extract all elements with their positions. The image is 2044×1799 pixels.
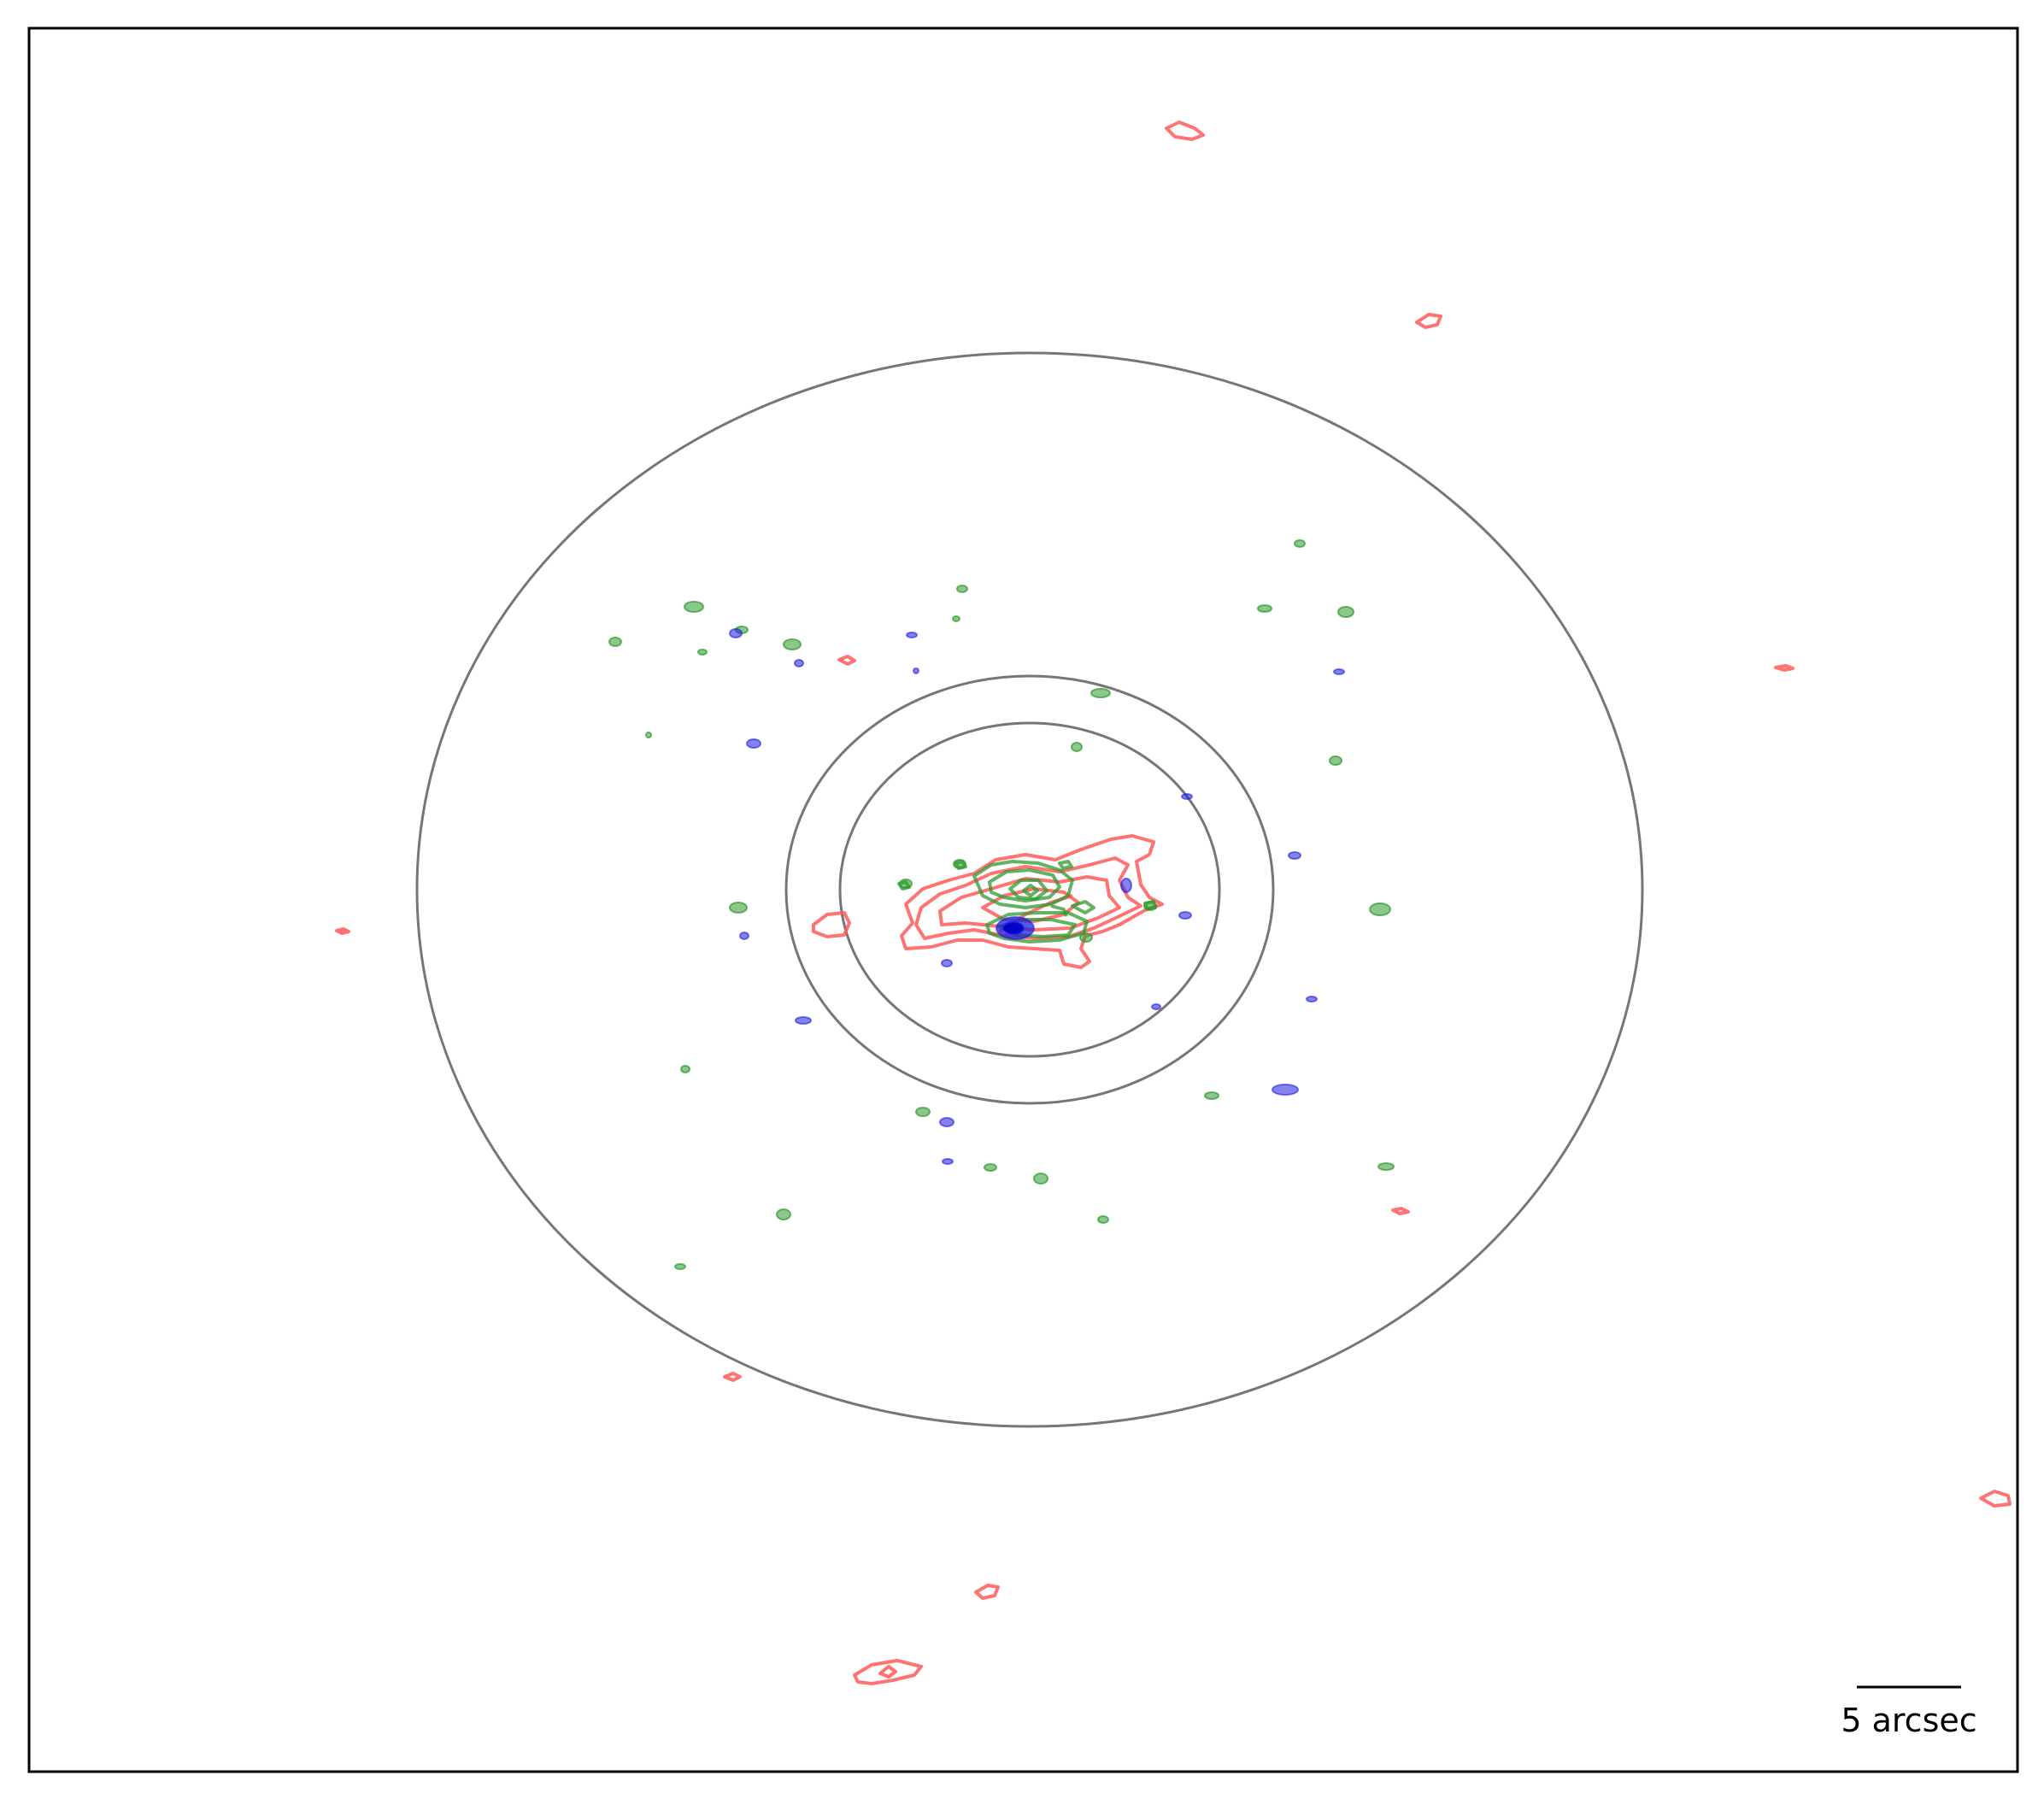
- aperture-ellipses: [415, 351, 1644, 1428]
- red-contour-bottom-inner: [878, 1665, 897, 1678]
- green-blob-24: [984, 1163, 997, 1172]
- green-blob-19: [1143, 901, 1157, 911]
- green-blob-13: [1337, 606, 1354, 618]
- blue-blob-15: [795, 1016, 812, 1025]
- red-contour-left-edge: [335, 927, 350, 935]
- blue-blob-3: [906, 632, 918, 638]
- blue-blob-13: [1151, 1003, 1161, 1010]
- green-blob-9: [1090, 688, 1111, 698]
- red-contour-main-inner: [938, 875, 1121, 932]
- blue-blobs: [729, 628, 1345, 1165]
- blue-core-inner: [1002, 921, 1025, 935]
- green-blob-25: [1033, 1173, 1048, 1185]
- blue-blob-2: [794, 659, 804, 667]
- green-blob-7: [952, 615, 960, 622]
- green-blob-3: [697, 649, 708, 656]
- scale-bar: 5 arcsec: [1841, 1685, 1977, 1739]
- red-contour-main-outer: [900, 834, 1164, 969]
- middle-aperture-ellipse: [784, 674, 1275, 1105]
- plot-frame: [27, 26, 2019, 1773]
- red-contour-bottom: [974, 1584, 1000, 1600]
- blue-blob-4: [913, 667, 919, 674]
- blue-blob-9: [1120, 878, 1132, 893]
- blue-blob-8: [1288, 851, 1301, 860]
- blue-blob-7: [1181, 793, 1193, 800]
- green-contour-upper-peak: [1022, 884, 1039, 897]
- red-contour-right-edge: [1774, 664, 1794, 672]
- blue-blob-18: [942, 1158, 954, 1165]
- outer-aperture-ellipse: [415, 351, 1644, 1428]
- red-contour-west-lobe: [812, 911, 851, 938]
- green-blob-5: [783, 638, 802, 650]
- green-blob-27: [776, 1208, 791, 1220]
- red-contours: [335, 121, 2012, 1685]
- green-blob-8: [645, 732, 652, 738]
- green-blob-11: [1257, 604, 1272, 613]
- green-blob-2: [608, 637, 622, 647]
- green-blob-21: [680, 1065, 690, 1073]
- green-contour-upper-inner: [1008, 879, 1048, 901]
- blue-blob-16: [1272, 1084, 1299, 1096]
- blue-blob-1: [729, 628, 743, 638]
- green-blob-29: [674, 1263, 686, 1270]
- blue-blob-5: [1333, 668, 1345, 675]
- green-contour-n: [1058, 860, 1073, 870]
- red-contour-bottom-right-edge: [1979, 1490, 2012, 1508]
- green-blob-12: [1294, 539, 1306, 548]
- red-contour-bottom-outer: [853, 1659, 923, 1685]
- green-contour-bridge: [1050, 904, 1068, 917]
- green-blob-18: [899, 879, 913, 889]
- green-contour-side: [1071, 900, 1095, 914]
- red-contour-top: [1165, 121, 1205, 141]
- blue-blob-6: [746, 738, 761, 749]
- green-blob-1: [684, 601, 704, 613]
- green-blob-17: [953, 859, 966, 869]
- blue-blob-11: [739, 932, 749, 940]
- green-blob-22: [1204, 1091, 1219, 1100]
- green-blob-23: [915, 1107, 931, 1117]
- green-contour-upper-outer: [972, 860, 1074, 909]
- green-blob-10: [1071, 742, 1083, 752]
- blue-blob-10: [1178, 911, 1192, 920]
- green-blob-26: [1377, 1162, 1395, 1171]
- red-contour-lower-left: [723, 1372, 742, 1382]
- blue-blob-14: [1306, 996, 1318, 1002]
- green-blob-20: [1079, 932, 1093, 943]
- red-contour-upper-right: [1415, 313, 1442, 329]
- green-blobs: [608, 539, 1395, 1270]
- scale-bar-label: 5 arcsec: [1841, 1702, 1976, 1739]
- inner-aperture-ellipse: [838, 721, 1221, 1058]
- red-contour-lower-right: [1391, 1207, 1410, 1215]
- green-blob-6: [956, 585, 968, 593]
- blue-blob-17: [939, 1117, 954, 1127]
- green-blob-16: [729, 902, 748, 914]
- green-blob-28: [1097, 1215, 1109, 1224]
- blue-blob-12: [941, 959, 953, 967]
- red-contour-near-left: [837, 655, 856, 666]
- green-contour-upper-mid: [988, 868, 1061, 902]
- green-blob-15: [1369, 902, 1391, 916]
- green-blob-14: [1329, 755, 1342, 766]
